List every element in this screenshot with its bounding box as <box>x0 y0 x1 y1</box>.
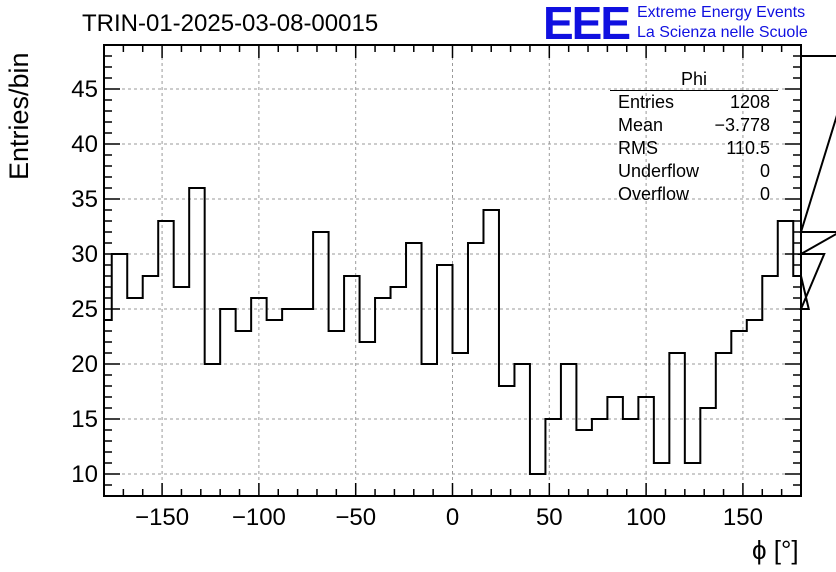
histogram-bin <box>143 276 158 496</box>
histogram-bin <box>360 342 375 496</box>
histogram-bin <box>716 353 731 496</box>
stat-value: 0 <box>759 161 770 181</box>
y-tick-label: 10 <box>71 461 98 488</box>
histogram-bin <box>189 188 204 496</box>
histogram-bin <box>499 386 514 496</box>
histogram-bin <box>298 309 313 496</box>
stat-row-underflow: Underflow 0 <box>610 160 778 183</box>
histogram-bin <box>437 265 452 496</box>
stats-title: Phi <box>610 69 778 91</box>
histogram-bin <box>282 309 297 496</box>
x-tick-label: 100 <box>626 504 666 531</box>
x-tick-label: −50 <box>335 504 376 531</box>
x-tick-label: 0 <box>446 504 459 531</box>
x-tick-label: 50 <box>536 504 563 531</box>
histogram-bin <box>731 331 746 496</box>
histogram-bin <box>700 408 715 496</box>
histogram-bin <box>220 309 235 496</box>
histogram-bin <box>453 353 468 496</box>
histogram-bin <box>267 320 282 496</box>
stats-box: Phi Entries 1208 Mean −3.778 RMS 110.5 U… <box>610 69 778 206</box>
histogram-bin <box>545 419 560 496</box>
histogram-bin <box>329 331 344 496</box>
y-tick-label: 35 <box>71 186 98 213</box>
stat-label: Mean <box>618 115 664 135</box>
stat-label: Entries <box>618 92 675 112</box>
histogram-bin <box>669 353 684 496</box>
histogram-bin <box>158 221 173 496</box>
stat-value: −3.778 <box>714 115 770 135</box>
histogram-bin <box>468 243 483 496</box>
histogram-bin <box>174 287 189 496</box>
stat-label: RMS <box>618 138 658 158</box>
histogram-bin <box>561 364 576 496</box>
stat-value: 1208 <box>729 92 770 112</box>
stat-label: Overflow <box>618 184 690 204</box>
stat-label: Underflow <box>618 161 700 181</box>
histogram-bin <box>623 419 638 496</box>
histogram-bin <box>530 474 545 496</box>
histogram-bin <box>483 210 498 496</box>
histogram-line <box>104 55 836 475</box>
y-tick-label: 20 <box>71 351 98 378</box>
chart-title: TRIN-01-2025-03-08-00015 <box>82 10 379 37</box>
histogram-bin <box>236 331 251 496</box>
histogram-bin <box>747 320 762 496</box>
histogram-bin <box>406 243 421 496</box>
histogram-bin <box>422 364 437 496</box>
y-tick-label: 40 <box>71 131 98 158</box>
stat-value: 110.5 <box>726 138 770 158</box>
x-tick-label: −150 <box>135 504 189 531</box>
y-tick-label: 45 <box>71 76 98 103</box>
x-axis-label: ϕ [°] <box>752 535 799 565</box>
y-tick-label: 15 <box>71 406 98 433</box>
histogram-bin <box>607 397 622 496</box>
stat-row-entries: Entries 1208 <box>610 91 778 114</box>
logo-line-1: Extreme Energy Events <box>637 4 806 21</box>
histogram-bin <box>778 221 793 496</box>
histogram-bin <box>391 287 406 496</box>
histogram-bin <box>654 463 669 496</box>
stat-row-rms: RMS 110.5 <box>610 137 778 160</box>
y-axis-label: Entries/bin <box>4 52 34 180</box>
x-tick-label: 150 <box>723 504 763 531</box>
histogram-bin <box>112 254 127 496</box>
eee-logo: EEE <box>543 0 631 49</box>
stat-value: 0 <box>759 184 770 204</box>
y-tick-label: 25 <box>71 296 98 323</box>
histogram-bin <box>592 419 607 496</box>
stat-row-overflow: Overflow 0 <box>610 183 778 206</box>
x-tick-label: −100 <box>232 504 286 531</box>
histogram-bin <box>127 298 142 496</box>
stat-row-mean: Mean −3.778 <box>610 114 778 137</box>
histogram-bin <box>685 463 700 496</box>
histogram-bin <box>205 364 220 496</box>
histogram-bin <box>576 430 591 496</box>
y-tick-label: 30 <box>71 241 98 268</box>
logo-line-2: La Scienza nelle Scuole <box>637 24 808 41</box>
histogram-bin <box>514 364 529 496</box>
histogram-bin <box>375 298 390 496</box>
